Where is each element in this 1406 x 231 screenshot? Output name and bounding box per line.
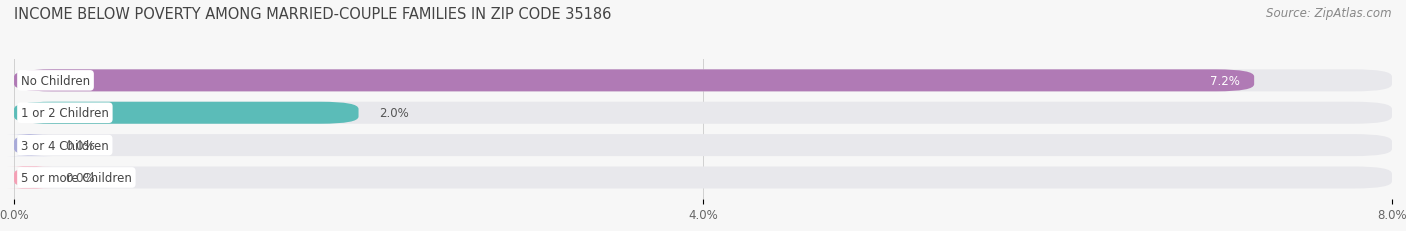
Text: 7.2%: 7.2% bbox=[1211, 75, 1240, 88]
FancyBboxPatch shape bbox=[14, 167, 1392, 189]
Text: No Children: No Children bbox=[21, 75, 90, 88]
FancyBboxPatch shape bbox=[14, 70, 1392, 92]
Text: 5 or more Children: 5 or more Children bbox=[21, 171, 132, 184]
Text: 2.0%: 2.0% bbox=[380, 107, 409, 120]
Text: INCOME BELOW POVERTY AMONG MARRIED-COUPLE FAMILIES IN ZIP CODE 35186: INCOME BELOW POVERTY AMONG MARRIED-COUPL… bbox=[14, 7, 612, 22]
Text: 3 or 4 Children: 3 or 4 Children bbox=[21, 139, 108, 152]
FancyBboxPatch shape bbox=[7, 134, 52, 156]
FancyBboxPatch shape bbox=[7, 167, 52, 189]
FancyBboxPatch shape bbox=[14, 134, 1392, 156]
Text: 0.0%: 0.0% bbox=[66, 139, 96, 152]
Text: Source: ZipAtlas.com: Source: ZipAtlas.com bbox=[1267, 7, 1392, 20]
Text: 0.0%: 0.0% bbox=[66, 171, 96, 184]
FancyBboxPatch shape bbox=[14, 70, 1254, 92]
Text: 1 or 2 Children: 1 or 2 Children bbox=[21, 107, 108, 120]
FancyBboxPatch shape bbox=[14, 102, 359, 124]
FancyBboxPatch shape bbox=[14, 102, 1392, 124]
